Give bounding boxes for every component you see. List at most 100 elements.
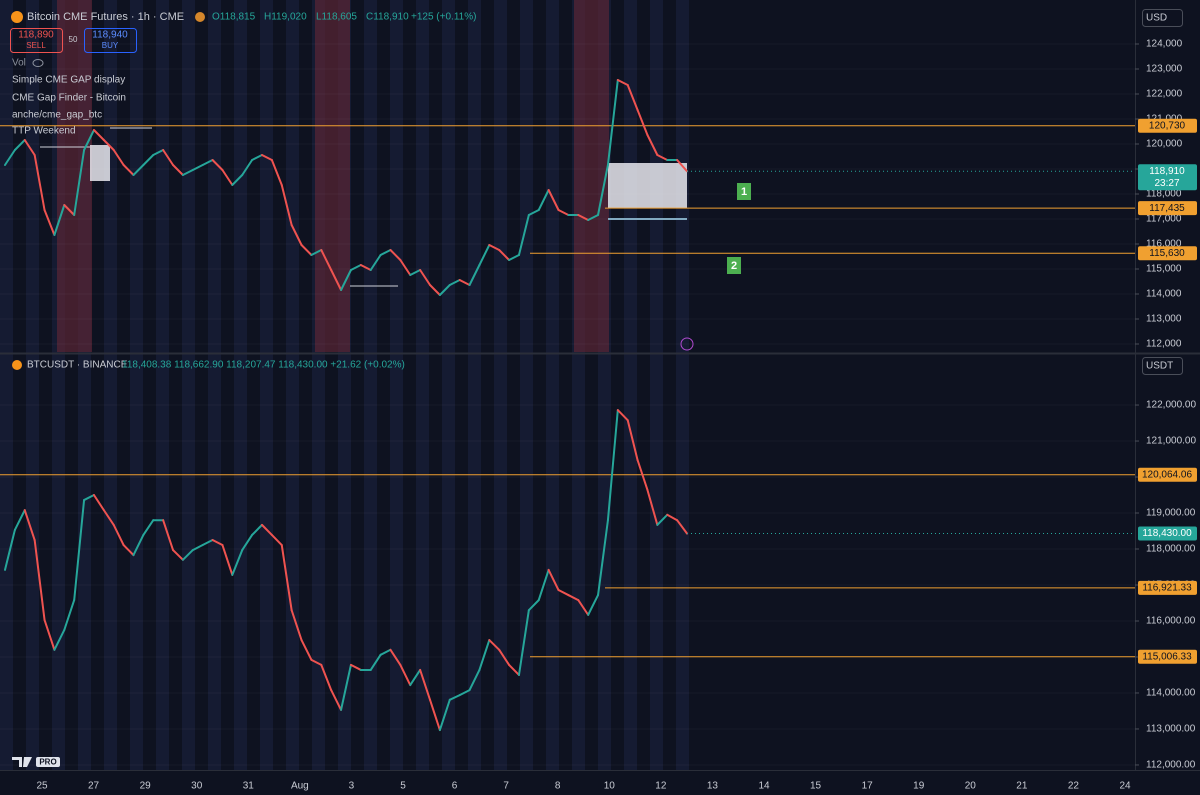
y-tick-label: 116,000 <box>1146 239 1182 250</box>
level-label: 115,630 <box>1149 248 1185 259</box>
price-segment <box>4 528 16 571</box>
price-segment <box>172 549 184 561</box>
price-segment <box>241 159 254 176</box>
session-stripe <box>468 0 481 770</box>
x-tick-label: 30 <box>191 781 203 792</box>
session-stripe <box>650 0 663 770</box>
price-segment <box>221 169 234 186</box>
ohlc-open: O118,815 <box>212 12 256 23</box>
price-segment <box>162 149 175 166</box>
price-segment <box>488 244 501 251</box>
session-stripe <box>520 0 533 770</box>
price-segment <box>43 618 56 651</box>
price-segment <box>438 698 451 732</box>
last-price-tag <box>1138 164 1197 191</box>
session-stripe <box>130 0 143 770</box>
price-segment <box>409 668 422 687</box>
logo-mark <box>12 757 32 767</box>
indicator[interactable]: anche/cme_gap_btc <box>12 110 102 121</box>
price-segment <box>577 214 590 221</box>
currency-button[interactable] <box>1142 9 1183 27</box>
price-segment <box>616 409 629 422</box>
level-label: 116,921.33 <box>1142 582 1192 593</box>
x-tick-label: 27 <box>88 781 100 792</box>
price-segment <box>567 594 580 602</box>
price-segment <box>359 264 372 271</box>
session-stripe <box>494 0 507 770</box>
indicator[interactable]: CME Gap Finder - Bitcoin <box>12 93 126 104</box>
price-segment <box>419 269 432 286</box>
price-segment <box>349 264 362 271</box>
annotation: 1 <box>741 186 747 198</box>
symbol-icon <box>12 360 22 370</box>
price-segment <box>557 589 570 597</box>
currency[interactable]: USD <box>1146 13 1167 24</box>
gap-box <box>608 163 687 208</box>
price-segment <box>666 513 679 522</box>
x-tick-label: 17 <box>862 781 874 792</box>
change: +125 (+0.11%) <box>411 12 476 23</box>
y-tick-label: 112,000 <box>1146 339 1182 350</box>
price-segment <box>300 639 313 661</box>
session-stripe <box>182 0 195 770</box>
session-stripe <box>286 0 299 770</box>
currency-button[interactable] <box>1142 357 1183 375</box>
buy-price[interactable]: 118,940 <box>92 30 128 41</box>
price-segment <box>537 568 550 602</box>
y-tick-label: 119,000.00 <box>1146 508 1196 519</box>
y-tick-label: 122,000 <box>1146 89 1183 100</box>
annotation-box <box>737 183 751 200</box>
currency[interactable]: USDT <box>1146 361 1173 372</box>
price-segment <box>23 139 36 156</box>
event-icon[interactable] <box>680 337 694 351</box>
sell-button[interactable] <box>10 28 63 53</box>
price-segment <box>399 663 412 687</box>
price-segment <box>616 79 629 86</box>
data-icon <box>195 12 205 22</box>
buy-button[interactable] <box>84 28 137 53</box>
price-segment <box>132 164 145 176</box>
buy-label[interactable]: BUY <box>102 41 119 50</box>
price-segment <box>577 599 590 616</box>
price-segment <box>251 523 263 536</box>
price-segment <box>270 533 283 547</box>
price-segment <box>33 539 46 621</box>
price-segment <box>280 184 293 226</box>
price-segment <box>83 494 95 502</box>
session-stripe <box>260 0 273 770</box>
visibility-icon[interactable] <box>32 59 44 67</box>
x-tick-label: 5 <box>400 781 406 792</box>
price-segment <box>597 519 609 597</box>
price-segment <box>231 174 244 186</box>
price-segment <box>102 509 115 526</box>
price-segment <box>389 249 402 261</box>
session-stripe <box>676 0 689 770</box>
session-stripe <box>546 0 559 770</box>
level-tag <box>1138 118 1197 133</box>
price-segment <box>330 269 343 291</box>
price-segment <box>676 159 688 173</box>
indicator[interactable]: TTP Weekend <box>12 126 76 137</box>
price-segment <box>53 204 66 236</box>
price-segment <box>201 539 214 547</box>
indicator[interactable]: Simple CME GAP display <box>12 75 125 86</box>
price-segment <box>438 284 451 296</box>
price-segment <box>260 523 273 536</box>
price-segment <box>508 663 520 676</box>
x-tick-label: Aug <box>291 781 309 792</box>
price-segment <box>211 159 224 171</box>
last-price-label: 118,910 <box>1149 166 1185 177</box>
price-segment <box>468 264 481 286</box>
x-tick-label: 22 <box>1068 781 1080 792</box>
sell-label[interactable]: SELL <box>26 41 46 50</box>
price-segment <box>478 244 491 266</box>
sell-price[interactable]: 118,890 <box>18 30 54 41</box>
weekend-shade <box>57 0 92 352</box>
session-stripe <box>234 0 247 770</box>
price-segment <box>290 224 303 246</box>
ohlc-close: C118,910 <box>366 12 409 23</box>
logo-badge <box>36 757 60 767</box>
price-segment <box>606 409 619 522</box>
price-segment <box>122 544 135 557</box>
